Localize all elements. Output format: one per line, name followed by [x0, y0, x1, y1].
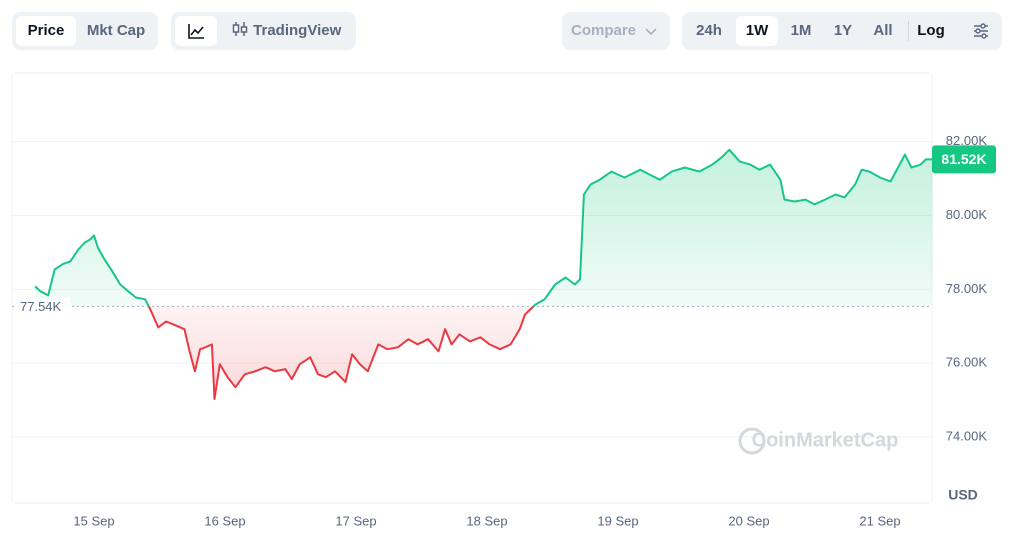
spacer: [958, 16, 959, 46]
unit-label: USD: [948, 487, 978, 503]
settings-icon[interactable]: [972, 22, 990, 40]
baseline-label: 77.54K: [20, 299, 62, 314]
plot-frame: [11, 72, 933, 504]
last-price-badge: [932, 145, 996, 174]
y-tick-label: 76.00K: [946, 355, 988, 370]
compare-dropdown[interactable]: Compare: [562, 12, 670, 50]
y-tick-label: 82.00K: [946, 133, 988, 148]
range-button[interactable]: 1Y: [833, 22, 853, 39]
range-button[interactable]: 1W: [736, 16, 778, 46]
x-tick-label: 21 Sep: [859, 513, 900, 528]
last-price-label: 81.52K: [941, 151, 986, 167]
y-tick-label: 74.00K: [946, 428, 988, 443]
range-toggle: 24h 1W 1M 1Y All Log: [682, 12, 1002, 50]
range-button[interactable]: 24h: [696, 22, 722, 39]
y-tick-label: 80.00K: [946, 207, 988, 222]
metric-toggle: Price Mkt Cap: [12, 12, 158, 50]
price-button[interactable]: Price: [16, 16, 76, 46]
candle-icon: [232, 22, 248, 36]
baseline-label-bg: [14, 297, 70, 316]
tradingview-label: TradingView: [253, 22, 342, 39]
x-tick-label: 20 Sep: [728, 513, 769, 528]
x-tick-label: 17 Sep: [335, 513, 376, 528]
watermark: CoinMarketCap: [752, 429, 899, 451]
range-button[interactable]: All: [873, 22, 893, 39]
x-tick-label: 18 Sep: [466, 513, 507, 528]
x-tick-label: 15 Sep: [73, 513, 114, 528]
chevron: [645, 28, 657, 36]
watermark-logo: [738, 427, 766, 455]
range-button[interactable]: 1M: [790, 22, 812, 39]
line-icon: [188, 24, 204, 39]
log-button[interactable]: Log: [917, 22, 945, 39]
price-line: [34, 148, 933, 400]
mkt-cap-button[interactable]: Mkt Cap: [86, 22, 146, 39]
chart-style-toggle: TradingView: [171, 12, 356, 50]
compare-label: Compare: [571, 22, 637, 39]
y-tick-label: 78.00K: [946, 281, 988, 296]
line-chart-button[interactable]: [175, 16, 217, 46]
x-tick-label: 19 Sep: [597, 513, 638, 528]
divider: [908, 21, 909, 41]
tradingview-button[interactable]: TradingView: [231, 16, 341, 46]
price-area: [35, 149, 933, 399]
x-tick-label: 16 Sep: [204, 513, 245, 528]
